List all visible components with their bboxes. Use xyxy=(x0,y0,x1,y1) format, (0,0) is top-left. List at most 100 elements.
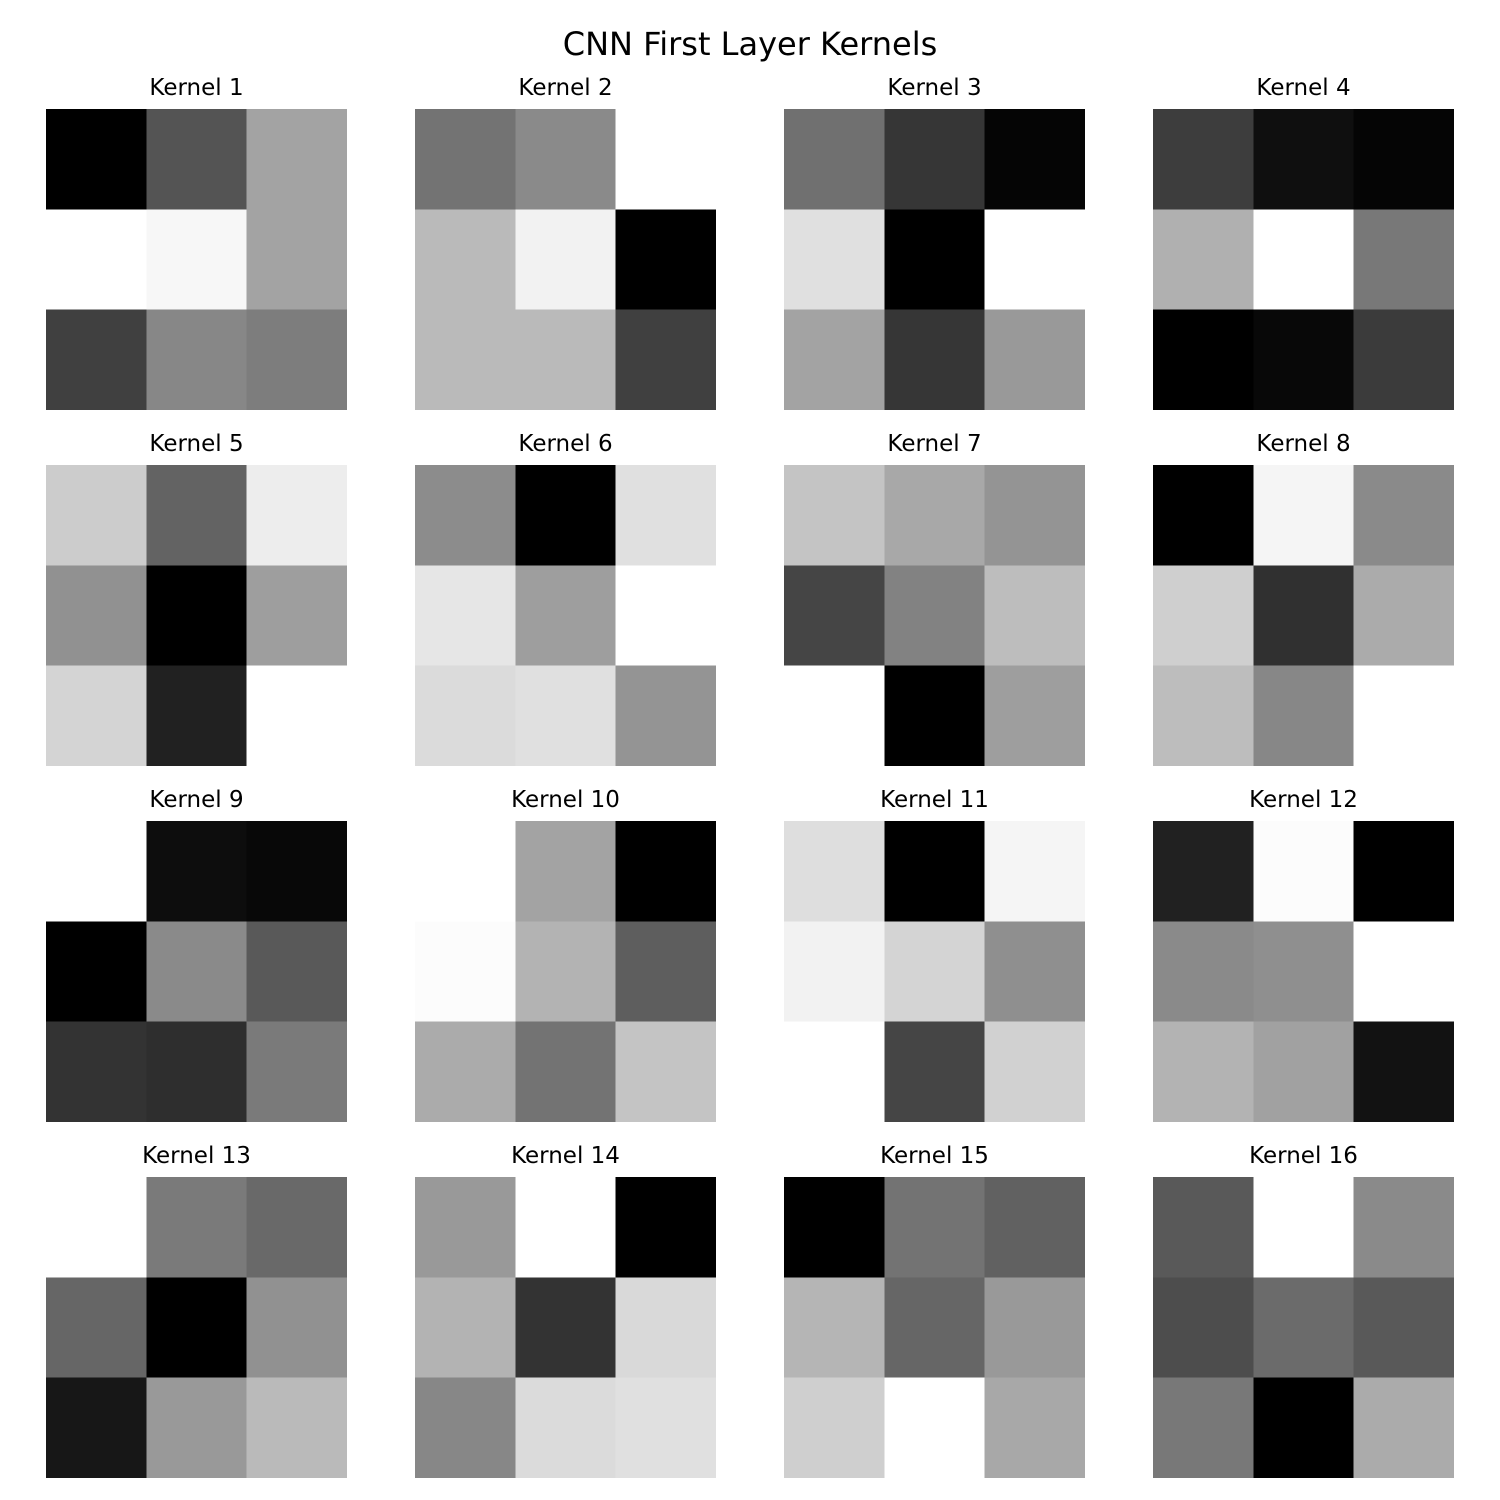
kernel-7-cell-r2-c2 xyxy=(884,565,986,667)
kernel-7-heatmap xyxy=(784,465,1085,766)
kernel-5-cell-r2-c1 xyxy=(46,565,147,667)
kernel-15-cell-r1-c1 xyxy=(784,1177,885,1278)
kernel-2-cell-r2-c2 xyxy=(515,209,617,311)
kernel-9-cell-r1-c1 xyxy=(46,821,147,922)
kernel-12-cell-r2-c2 xyxy=(1253,921,1355,1023)
kernel-12-cell-r1-c2 xyxy=(1253,821,1355,922)
kernel-2-cell-r2-c1 xyxy=(415,209,516,311)
kernel-9-cell-r1-c2 xyxy=(146,821,248,922)
kernel-16-cell-r3-c1 xyxy=(1153,1377,1254,1478)
kernel-13-title: Kernel 13 xyxy=(142,1143,251,1169)
kernel-8-title: Kernel 8 xyxy=(1256,431,1351,457)
kernel-3-cell-r2-c1 xyxy=(784,209,885,311)
kernel-4-heatmap xyxy=(1153,109,1454,410)
kernel-7-cell-r3-c3 xyxy=(984,665,1085,766)
kernel-16-cell-r1-c1 xyxy=(1153,1177,1254,1278)
kernel-8-cell-r2-c2 xyxy=(1253,565,1355,667)
kernel-4-cell-r2-c1 xyxy=(1153,209,1254,311)
kernel-14-cell-r2-c1 xyxy=(415,1277,516,1379)
kernel-9-cell-r3-c3 xyxy=(246,1021,347,1122)
kernel-6-cell-r3-c2 xyxy=(515,665,617,766)
kernel-10-cell-r3-c3 xyxy=(615,1021,716,1122)
kernel-5-cell-r3-c1 xyxy=(46,665,147,766)
kernel-13-cell-r1-c3 xyxy=(246,1177,347,1278)
kernel-16-title: Kernel 16 xyxy=(1249,1143,1358,1169)
kernel-16-cell-r1-c2 xyxy=(1253,1177,1355,1278)
kernel-11-cell-r2-c1 xyxy=(784,921,885,1023)
kernel-8-cell-r3-c1 xyxy=(1153,665,1254,766)
kernel-15-cell-r1-c3 xyxy=(984,1177,1085,1278)
kernel-6-title: Kernel 6 xyxy=(518,431,613,457)
kernel-1-cell-r1-c2 xyxy=(146,109,248,210)
kernel-15-cell-r3-c3 xyxy=(984,1377,1085,1478)
kernel-10-cell-r1-c1 xyxy=(415,821,516,922)
kernel-8-cell-r1-c1 xyxy=(1153,465,1254,566)
kernel-13-cell-r2-c2 xyxy=(146,1277,248,1379)
kernel-7-cell-r1-c2 xyxy=(884,465,986,566)
kernel-16-cell-r3-c3 xyxy=(1353,1377,1454,1478)
kernel-6-cell-r1-c1 xyxy=(415,465,516,566)
kernel-12-cell-r1-c3 xyxy=(1353,821,1454,922)
kernel-13-cell-r2-c3 xyxy=(246,1277,347,1379)
kernel-15-cell-r1-c2 xyxy=(884,1177,986,1278)
kernel-16-cell-r2-c2 xyxy=(1253,1277,1355,1379)
kernel-1-cell-r3-c1 xyxy=(46,309,147,410)
kernel-9-cell-r2-c2 xyxy=(146,921,248,1023)
kernel-4-cell-r3-c1 xyxy=(1153,309,1254,410)
kernel-4-cell-r2-c2 xyxy=(1253,209,1355,311)
kernel-11-cell-r3-c1 xyxy=(784,1021,885,1122)
kernel-4-cell-r1-c3 xyxy=(1353,109,1454,210)
kernel-1-cell-r1-c3 xyxy=(246,109,347,210)
kernel-4-cell-r3-c2 xyxy=(1253,309,1355,410)
kernel-2-title: Kernel 2 xyxy=(518,75,613,101)
kernel-12-cell-r3-c1 xyxy=(1153,1021,1254,1122)
kernel-8-cell-r3-c2 xyxy=(1253,665,1355,766)
kernel-12-cell-r3-c2 xyxy=(1253,1021,1355,1122)
kernel-14-cell-r1-c2 xyxy=(515,1177,617,1278)
kernel-11-title: Kernel 11 xyxy=(880,787,989,813)
kernel-10-cell-r2-c3 xyxy=(615,921,716,1023)
kernel-4-cell-r3-c3 xyxy=(1353,309,1454,410)
kernel-4-title: Kernel 4 xyxy=(1256,75,1351,101)
kernel-5-cell-r2-c3 xyxy=(246,565,347,667)
kernel-15-title: Kernel 15 xyxy=(880,1143,989,1169)
kernel-5-cell-r1-c2 xyxy=(146,465,248,566)
kernel-5-cell-r3-c3 xyxy=(246,665,347,766)
kernel-11-cell-r3-c2 xyxy=(884,1021,986,1122)
kernel-10-cell-r3-c2 xyxy=(515,1021,617,1122)
kernel-3-cell-r1-c2 xyxy=(884,109,986,210)
kernel-3-heatmap xyxy=(784,109,1085,410)
kernel-12-cell-r2-c3 xyxy=(1353,921,1454,1023)
kernel-15-heatmap xyxy=(784,1177,1085,1478)
kernel-9-cell-r1-c3 xyxy=(246,821,347,922)
kernel-11-cell-r1-c1 xyxy=(784,821,885,922)
kernel-13-cell-r3-c1 xyxy=(46,1377,147,1478)
kernel-5-heatmap xyxy=(46,465,347,766)
kernel-10-cell-r2-c1 xyxy=(415,921,516,1023)
kernel-12-cell-r2-c1 xyxy=(1153,921,1254,1023)
kernel-16-heatmap xyxy=(1153,1177,1454,1478)
kernel-4-cell-r2-c3 xyxy=(1353,209,1454,311)
kernel-8-heatmap xyxy=(1153,465,1454,766)
kernel-3-cell-r1-c3 xyxy=(984,109,1085,210)
kernel-14-cell-r1-c3 xyxy=(615,1177,716,1278)
kernel-6-cell-r2-c2 xyxy=(515,565,617,667)
kernel-14-cell-r2-c3 xyxy=(615,1277,716,1379)
kernel-7-cell-r2-c3 xyxy=(984,565,1085,667)
kernel-7-cell-r2-c1 xyxy=(784,565,885,667)
kernel-10-cell-r2-c2 xyxy=(515,921,617,1023)
kernel-10-cell-r1-c3 xyxy=(615,821,716,922)
kernel-2-cell-r1-c2 xyxy=(515,109,617,210)
kernel-13-cell-r3-c2 xyxy=(146,1377,248,1478)
kernel-2-cell-r2-c3 xyxy=(615,209,716,311)
kernel-3-cell-r3-c3 xyxy=(984,309,1085,410)
kernel-6-cell-r3-c1 xyxy=(415,665,516,766)
kernel-3-cell-r3-c2 xyxy=(884,309,986,410)
kernel-16-cell-r2-c1 xyxy=(1153,1277,1254,1379)
kernel-16-cell-r1-c3 xyxy=(1353,1177,1454,1278)
kernel-11-cell-r3-c3 xyxy=(984,1021,1085,1122)
kernel-8-cell-r1-c2 xyxy=(1253,465,1355,566)
kernel-1-cell-r3-c2 xyxy=(146,309,248,410)
kernel-15-cell-r3-c1 xyxy=(784,1377,885,1478)
kernel-13-cell-r2-c1 xyxy=(46,1277,147,1379)
